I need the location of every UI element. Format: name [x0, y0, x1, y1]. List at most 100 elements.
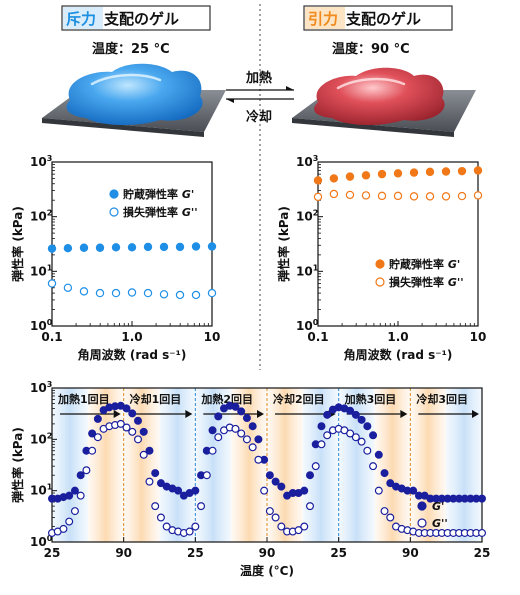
- storage-modulus-point: [478, 494, 487, 503]
- loss-modulus-point: [47, 279, 57, 288]
- loss-modulus-point: [214, 433, 223, 442]
- loss-modulus-point: [197, 502, 206, 511]
- blue-gel-illustration: [42, 63, 226, 137]
- right-title: 引力 支配のゲル: [303, 5, 453, 31]
- storage-modulus-point: [313, 176, 323, 185]
- loss-modulus-point: [237, 429, 246, 438]
- x-tick-label: 90: [115, 546, 132, 560]
- storage-modulus-point: [128, 409, 137, 418]
- storage-modulus-point: [127, 243, 137, 252]
- temperature-cycle-chart: 加熱1回目 冷却1回目 加熱2回目 冷却2回目 加熱3回目 冷却3回目 100 101 102 1…: [10, 380, 490, 578]
- segment-label: 冷却3回目: [416, 392, 468, 406]
- loss-modulus-point: [374, 486, 383, 495]
- loss-modulus-point: [191, 522, 200, 531]
- loss-modulus-point: [323, 431, 332, 440]
- x-tick-label: 1.0: [121, 330, 142, 344]
- storage-modulus-point: [386, 479, 395, 488]
- loss-modulus-point: [59, 524, 68, 533]
- storage-modulus-point: [277, 482, 286, 491]
- storage-modulus-point: [70, 486, 79, 495]
- storage-modulus-point: [457, 166, 467, 176]
- storage-modulus-point: [317, 422, 326, 431]
- storage-modulus-point: [441, 167, 451, 176]
- segment-arrow-head: [185, 410, 193, 418]
- y-tick-label: 101: [296, 263, 319, 278]
- loss-modulus-point: [79, 287, 89, 296]
- storage-modulus-point: [95, 243, 105, 252]
- storage-modulus-point: [65, 491, 74, 500]
- loss-modulus-point: [478, 528, 487, 537]
- storage-modulus-point: [329, 174, 339, 183]
- storage-modulus-point: [380, 469, 389, 478]
- storage-modulus-point: [134, 416, 143, 425]
- loss-modulus-point: [346, 429, 355, 438]
- y-tick-label: 100: [30, 534, 53, 549]
- storage-modulus-point: [93, 414, 102, 423]
- left-title-highlight: 斥力: [66, 10, 96, 28]
- storage-modulus-point: [357, 415, 366, 424]
- red-gel: [314, 67, 445, 126]
- loss-modulus-point: [175, 290, 185, 300]
- loss-modulus-point: [88, 446, 97, 455]
- loss-modulus-point: [95, 288, 105, 298]
- cool-arrow-head: [226, 99, 234, 103]
- storage-modulus-point: [248, 422, 257, 431]
- loss-modulus-point: [300, 522, 309, 531]
- storage-modulus-point: [361, 171, 371, 180]
- x-tick-label: 0.1: [307, 330, 328, 344]
- x-tick-label: 25: [187, 546, 204, 560]
- loss-modulus-point: [377, 191, 387, 201]
- storage-modulus-point: [145, 446, 154, 455]
- storage-modulus-point: [271, 477, 280, 486]
- loss-modulus-point: [386, 513, 395, 522]
- storage-modulus-point: [377, 169, 387, 179]
- storage-modulus-point: [191, 242, 201, 251]
- loss-modulus-point: [265, 507, 274, 516]
- blue-gel: [66, 63, 203, 126]
- storage-modulus-point: [207, 242, 217, 251]
- left-frequency-chart: 100 101 102 103 0.1 1.0 10 角周波数 (rad s⁻¹) 弾性率 (k…: [10, 154, 220, 362]
- left-temperature: 温度：25 °C: [92, 41, 170, 57]
- loss-modulus-point: [260, 486, 269, 495]
- storage-modulus-point: [159, 242, 169, 252]
- loss-modulus-point: [93, 433, 102, 442]
- plot-frame: [317, 161, 479, 327]
- red-gel-highlight: [336, 77, 406, 90]
- x-tick-label: 25: [474, 546, 491, 560]
- loss-modulus-point: [202, 471, 211, 480]
- heat-arrow-head: [286, 86, 294, 90]
- loss-modulus-point: [242, 435, 251, 444]
- legend-marker: [417, 501, 427, 511]
- loss-modulus-point: [127, 288, 137, 297]
- loss-modulus-point: [363, 446, 372, 455]
- x-axis-label: 角周波数 (rad s⁻¹): [344, 347, 453, 362]
- storage-modulus-point: [156, 479, 165, 488]
- x-tick-label: 25: [44, 546, 61, 560]
- loss-modulus-point: [345, 190, 355, 200]
- y-tick-label: 102: [30, 431, 52, 446]
- loss-modulus-point: [162, 522, 171, 531]
- loss-modulus-point: [139, 450, 148, 459]
- legend-label: 損失弾性率 G'': [123, 205, 198, 219]
- loss-modulus-point: [357, 437, 366, 446]
- right-temperature: 温度：90 °C: [332, 41, 410, 57]
- x-tick-label: 90: [259, 546, 276, 560]
- loss-modulus-point: [248, 443, 257, 452]
- storage-modulus-point: [151, 469, 160, 478]
- loss-modulus-point: [82, 466, 91, 475]
- loss-modulus-point: [271, 513, 280, 522]
- right-plate-edge: [292, 118, 454, 137]
- loss-modulus-point: [63, 283, 73, 292]
- loss-modulus-point: [277, 522, 286, 531]
- loss-modulus-point: [361, 191, 371, 200]
- x-tick-label: 10: [204, 330, 221, 344]
- loss-modulus-point: [380, 507, 389, 516]
- legend-marker: [375, 277, 385, 287]
- storage-modulus-point: [76, 471, 85, 480]
- band: [231, 388, 267, 542]
- legend-marker: [417, 518, 427, 528]
- loss-modulus-point: [231, 424, 240, 433]
- y-tick-label: 100: [30, 318, 53, 333]
- segment-arrow-head: [472, 410, 479, 418]
